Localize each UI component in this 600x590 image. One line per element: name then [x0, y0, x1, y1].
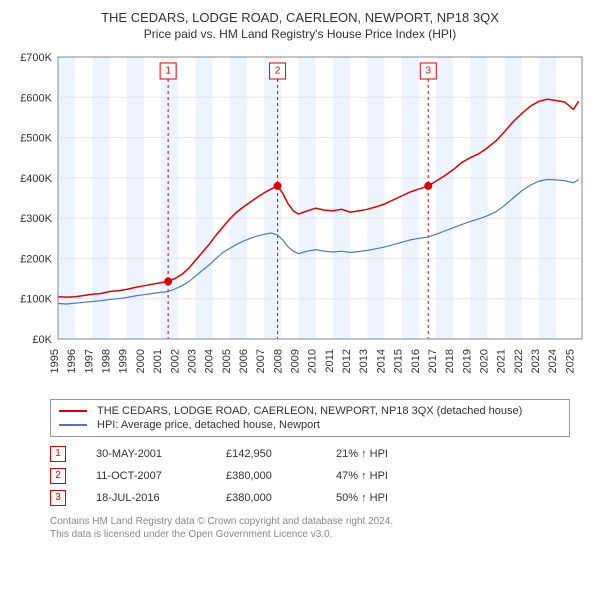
svg-text:2020: 2020 [479, 349, 491, 373]
sale-date: 11-OCT-2007 [96, 470, 196, 482]
chart-subtitle: Price paid vs. HM Land Registry's House … [10, 27, 590, 41]
svg-text:£600K: £600K [20, 92, 52, 104]
svg-text:£200K: £200K [20, 253, 52, 265]
sale-marker-1: 1 [50, 446, 66, 462]
svg-text:1998: 1998 [101, 349, 113, 373]
sales-table: 1 30-MAY-2001 £142,950 21% ↑ HPI 2 11-OC… [50, 443, 570, 509]
sale-row: 1 30-MAY-2001 £142,950 21% ↑ HPI [50, 443, 570, 465]
svg-text:£100K: £100K [20, 294, 52, 306]
svg-text:2012: 2012 [341, 349, 353, 373]
svg-text:1999: 1999 [118, 349, 130, 373]
svg-text:2008: 2008 [272, 349, 284, 373]
svg-text:2007: 2007 [255, 349, 267, 373]
svg-text:3: 3 [425, 66, 431, 77]
chart-area: £0K £100K £200K £300K £400K £500K £600K £700K 19… [10, 49, 590, 389]
svg-text:2015: 2015 [393, 349, 405, 373]
svg-text:2016: 2016 [410, 349, 422, 373]
svg-text:1996: 1996 [66, 349, 78, 373]
svg-text:2000: 2000 [135, 349, 147, 373]
svg-text:£400K: £400K [20, 173, 52, 185]
legend: THE CEDARS, LODGE ROAD, CAERLEON, NEWPOR… [50, 399, 570, 437]
svg-text:£500K: £500K [20, 133, 52, 145]
sale-row: 2 11-OCT-2007 £380,000 47% ↑ HPI [50, 465, 570, 487]
sale-price: £142,950 [226, 448, 306, 460]
svg-text:2: 2 [275, 66, 281, 77]
svg-text:1: 1 [165, 66, 171, 77]
sale-price: £380,000 [226, 492, 306, 504]
svg-text:2014: 2014 [375, 349, 387, 373]
svg-text:2010: 2010 [307, 349, 319, 373]
sale-date: 18-JUL-2016 [96, 492, 196, 504]
svg-text:2021: 2021 [496, 349, 508, 373]
svg-text:1995: 1995 [49, 349, 61, 373]
svg-text:2005: 2005 [221, 349, 233, 373]
svg-text:2011: 2011 [324, 349, 336, 373]
svg-text:2003: 2003 [186, 349, 198, 373]
legend-item: HPI: Average price, detached house, Newp… [59, 418, 561, 432]
svg-text:2019: 2019 [461, 349, 473, 373]
sale-price: £380,000 [226, 470, 306, 482]
svg-text:2009: 2009 [290, 349, 302, 373]
svg-text:£0K: £0K [32, 334, 52, 346]
sale-date: 30-MAY-2001 [96, 448, 196, 460]
svg-text:£300K: £300K [20, 213, 52, 225]
svg-text:2004: 2004 [204, 349, 216, 373]
footer-line: This data is licensed under the Open Gov… [50, 528, 570, 541]
svg-text:2025: 2025 [564, 349, 576, 373]
sale-diff: 21% ↑ HPI [336, 448, 436, 460]
legend-label: THE CEDARS, LODGE ROAD, CAERLEON, NEWPOR… [97, 405, 522, 417]
svg-text:2002: 2002 [169, 349, 181, 373]
svg-text:2024: 2024 [547, 349, 559, 373]
svg-text:£700K: £700K [20, 52, 52, 64]
footer-line: Contains HM Land Registry data © Crown c… [50, 515, 570, 528]
sale-row: 3 18-JUL-2016 £380,000 50% ↑ HPI [50, 487, 570, 509]
legend-swatch [59, 424, 87, 426]
legend-item: THE CEDARS, LODGE ROAD, CAERLEON, NEWPOR… [59, 404, 561, 418]
chart-svg: £0K £100K £200K £300K £400K £500K £600K £700K 19… [10, 49, 590, 389]
svg-text:2018: 2018 [444, 349, 456, 373]
svg-text:2013: 2013 [358, 349, 370, 373]
sale-marker-3: 3 [50, 490, 66, 506]
svg-text:2017: 2017 [427, 349, 439, 373]
legend-label: HPI: Average price, detached house, Newp… [97, 419, 320, 431]
svg-text:2022: 2022 [513, 349, 525, 373]
sale-diff: 50% ↑ HPI [336, 492, 436, 504]
legend-swatch [59, 410, 87, 412]
svg-text:2006: 2006 [238, 349, 250, 373]
sale-marker-2: 2 [50, 468, 66, 484]
sale-diff: 47% ↑ HPI [336, 470, 436, 482]
chart-title: THE CEDARS, LODGE ROAD, CAERLEON, NEWPOR… [10, 10, 590, 25]
svg-text:2001: 2001 [152, 349, 164, 373]
svg-text:2023: 2023 [530, 349, 542, 373]
svg-text:1997: 1997 [83, 349, 95, 373]
footer: Contains HM Land Registry data © Crown c… [50, 515, 570, 541]
